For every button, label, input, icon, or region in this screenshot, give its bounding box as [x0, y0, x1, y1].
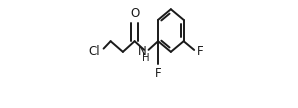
Text: F: F: [155, 67, 162, 80]
Text: O: O: [130, 7, 139, 20]
Text: H: H: [142, 53, 150, 63]
Text: N: N: [138, 45, 146, 58]
Text: Cl: Cl: [89, 45, 100, 58]
Text: F: F: [196, 45, 203, 58]
